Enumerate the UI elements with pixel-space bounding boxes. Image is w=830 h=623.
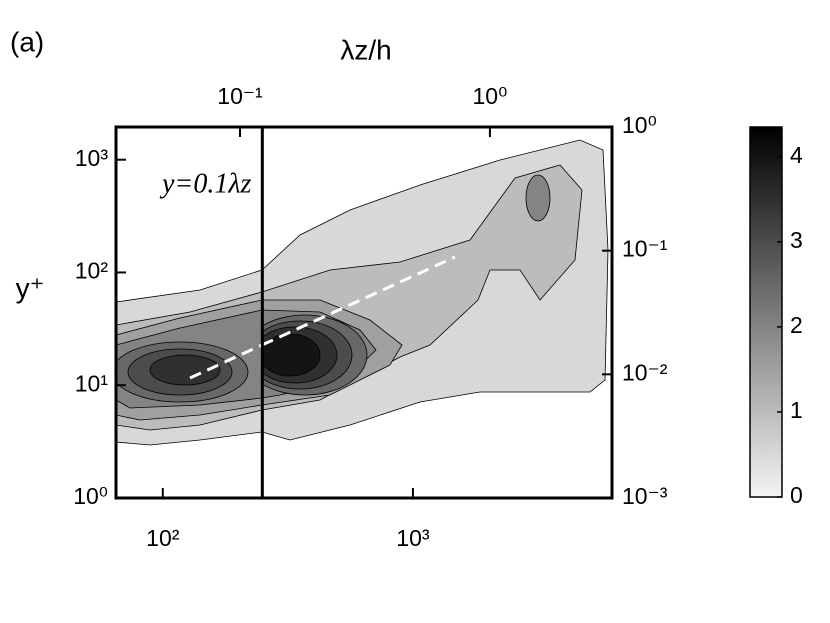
x-tick-label: 10³ [396, 525, 430, 551]
contour-region [525, 174, 551, 222]
y-tick-label: 10² [75, 258, 109, 284]
guide-line [189, 343, 263, 380]
colorbar [749, 126, 783, 498]
y-tick-label: 10⁰ [73, 483, 108, 509]
x-tick-label: 10² [146, 525, 180, 551]
colorbar-tick-label: 3 [790, 227, 803, 253]
annotation: y=0.1λz [159, 168, 251, 199]
top-tick-label: 10⁰ [473, 83, 508, 109]
y2-tick-label: 10⁰ [622, 112, 657, 138]
colorbar-tick-label: 0 [790, 482, 803, 508]
contour-region [149, 354, 221, 386]
y-tick-label: 10³ [75, 145, 109, 171]
guide-line [261, 255, 456, 347]
y2-tick-label: 10⁻³ [622, 483, 668, 509]
y-axis-label: y⁺ [16, 272, 45, 303]
top-axis-label: λz/h [340, 34, 391, 65]
colorbar-tick-label: 2 [790, 312, 803, 338]
y-tick-label: 10¹ [75, 370, 109, 396]
y2-tick-label: 10⁻¹ [622, 236, 668, 262]
top-tick-label: 10⁻¹ [217, 83, 263, 109]
panel-label: (a) [10, 26, 44, 57]
plot-frame [114, 125, 614, 500]
y2-tick-label: 10⁻² [622, 359, 668, 385]
colorbar-tick-label: 4 [790, 142, 803, 168]
contour-region [262, 333, 321, 377]
colorbar-tick-label: 1 [790, 397, 803, 423]
